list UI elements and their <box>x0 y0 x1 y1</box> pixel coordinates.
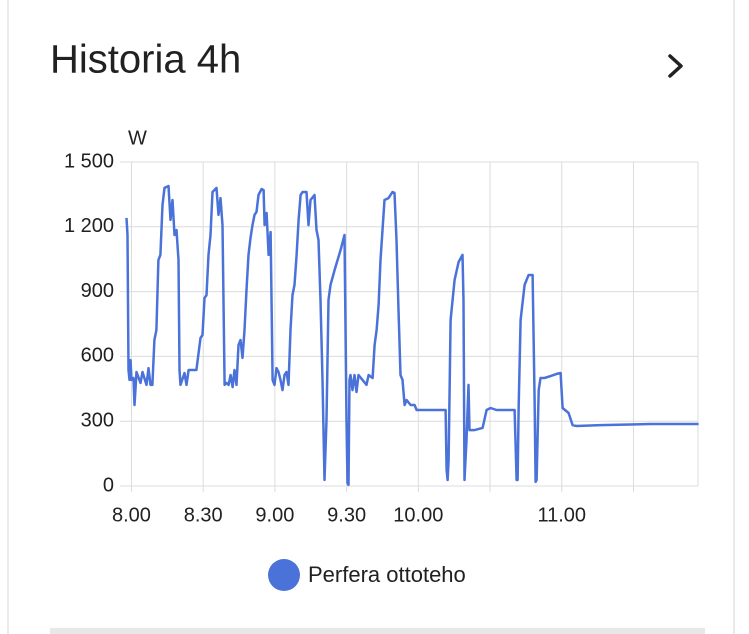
y-axis-unit: W <box>128 127 147 149</box>
x-tick-label: 11.00 <box>537 504 586 526</box>
y-tick-label: 600 <box>81 345 114 367</box>
y-tick-label: 1 500 <box>64 150 114 172</box>
footer-bar <box>50 628 705 634</box>
more-info-chevron[interactable] <box>668 54 683 78</box>
x-tick-label: 9.30 <box>327 504 366 526</box>
y-tick-label: 300 <box>81 409 114 431</box>
legend-label: Perfera ottoteho <box>308 562 466 587</box>
x-tick-label: 9.00 <box>255 504 294 526</box>
series-line <box>125 184 699 487</box>
y-tick-label: 0 <box>103 474 114 496</box>
y-tick-label: 1 200 <box>64 215 114 237</box>
legend-swatch <box>268 559 300 591</box>
card <box>7 0 735 634</box>
x-tick-label: 8.30 <box>184 504 223 526</box>
x-tick-label: 8.00 <box>112 504 151 526</box>
x-tick-label: 10.00 <box>393 504 443 526</box>
y-tick-label: 900 <box>81 280 114 302</box>
card-title: Historia 4h <box>50 38 241 82</box>
